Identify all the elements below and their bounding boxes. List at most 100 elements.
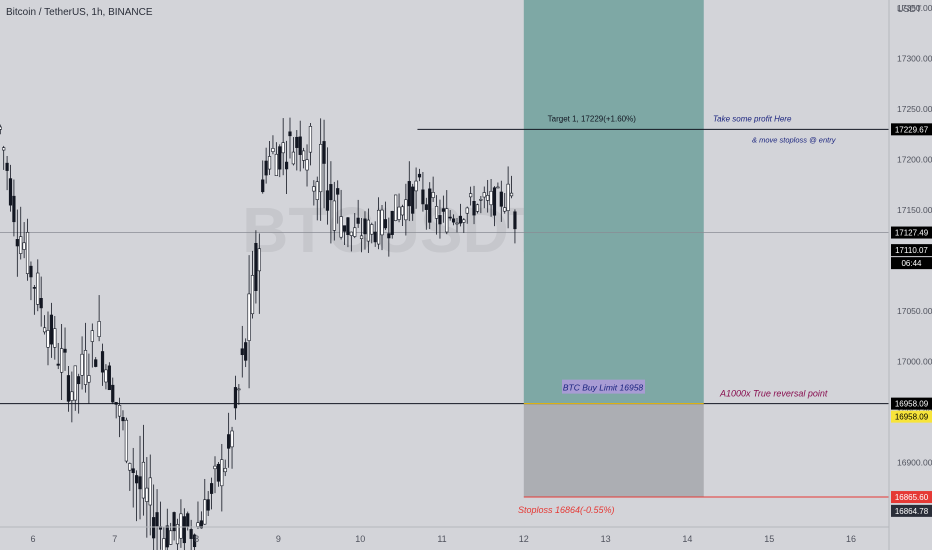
candle-body: [414, 180, 418, 192]
candle-body: [254, 242, 258, 291]
stoploss-label: Stoploss 16864(-0.55%): [518, 505, 615, 515]
buy-limit-label-bg: [562, 379, 645, 394]
x-tick-label: 8: [194, 534, 199, 544]
candle-body: [199, 520, 203, 529]
take-profit-note: Take some profit Here: [713, 114, 792, 123]
candle-body: [383, 219, 388, 229]
candle-body: [36, 272, 40, 305]
candle-body: [295, 136, 299, 148]
y-tick-label: 17050.00: [897, 306, 932, 316]
candle-body: [90, 330, 94, 342]
candle-body: [15, 239, 19, 247]
candle-body: [22, 242, 26, 250]
candle-body: [233, 387, 238, 409]
candle-body: [141, 461, 146, 499]
candle-body: [407, 181, 411, 207]
candle-body: [2, 147, 6, 151]
candle-body: [377, 209, 381, 245]
candle-body: [169, 530, 173, 545]
candle-body: [244, 342, 248, 361]
candle-body: [179, 513, 183, 539]
candle-body: [349, 231, 353, 236]
candle-body: [336, 188, 340, 195]
candle-body: [458, 215, 463, 224]
candle-body: [417, 173, 422, 178]
candle-body: [227, 434, 231, 449]
price-badge: [891, 123, 932, 136]
candle-body: [441, 208, 445, 212]
move-stoploss-note: & move stoploss @ entry: [752, 135, 837, 144]
candle-body: [19, 236, 23, 254]
candle-body: [0, 126, 2, 130]
candle-body: [278, 146, 282, 170]
candle-body: [145, 487, 149, 502]
y-tick-label: 17350.00: [897, 3, 932, 13]
candle-body: [394, 194, 398, 221]
candle-body: [465, 207, 469, 214]
candle-body: [469, 193, 473, 198]
candle-body: [424, 204, 428, 210]
candle-body: [445, 208, 449, 233]
x-tick-label: 14: [682, 534, 692, 544]
candle-body: [230, 430, 234, 448]
candle-body: [155, 512, 159, 527]
candle-body: [56, 363, 60, 366]
candle-body: [271, 148, 275, 153]
price-badge: [891, 244, 932, 257]
candle-body: [298, 136, 302, 155]
candle-body: [131, 468, 135, 473]
candle-body: [257, 248, 261, 272]
candle-body: [329, 184, 333, 201]
price-badge-label: 17229.67: [895, 125, 929, 134]
candle-body: [267, 156, 272, 170]
price-badge: [891, 491, 932, 504]
x-tick-label: 12: [519, 534, 529, 544]
candle-body: [5, 162, 9, 171]
price-badge: [891, 397, 932, 410]
candle-body: [162, 538, 166, 550]
candle-body: [42, 327, 47, 333]
candle-body: [186, 513, 190, 527]
candle-body: [496, 186, 500, 189]
currency-label: USDT: [897, 4, 922, 14]
candle-body: [312, 186, 316, 192]
candle-body: [509, 192, 514, 197]
candle-body: [124, 419, 128, 462]
price-badge: [891, 410, 932, 423]
x-tick-label: 9: [276, 534, 281, 544]
candle-body: [475, 204, 480, 212]
candle-body: [87, 375, 91, 383]
candle-body: [247, 293, 251, 341]
candle-body: [342, 225, 347, 232]
symbol-title: Bitcoin / TetherUS, 1h, BINANCE: [6, 7, 153, 18]
candle-body: [12, 195, 16, 223]
candle-body: [325, 190, 330, 211]
candle-body: [308, 126, 313, 153]
price-badge: [891, 226, 932, 239]
candle-body: [261, 179, 265, 193]
candle-body: [80, 353, 84, 376]
x-tick-label: 13: [601, 534, 611, 544]
candle-body: [203, 499, 207, 525]
candle-body: [438, 215, 442, 225]
candle-body: [434, 206, 439, 219]
candle-body: [479, 198, 483, 201]
candle-body: [107, 365, 111, 391]
candle-body: [305, 159, 309, 171]
candle-body: [411, 186, 415, 214]
candle-body: [421, 189, 425, 205]
y-tick-label: 17250.00: [897, 104, 932, 114]
candle-body: [322, 141, 326, 164]
candle-body: [503, 207, 507, 212]
candle-body: [373, 231, 377, 243]
candle-body: [448, 216, 452, 219]
candle-body: [213, 465, 217, 470]
candle-body: [428, 188, 432, 223]
candle-body: [138, 476, 142, 490]
candle-body: [29, 265, 33, 278]
reversal-point-note: A1000x True reversal point: [719, 389, 828, 399]
candle-body: [366, 219, 370, 242]
candle-body: [196, 522, 200, 527]
